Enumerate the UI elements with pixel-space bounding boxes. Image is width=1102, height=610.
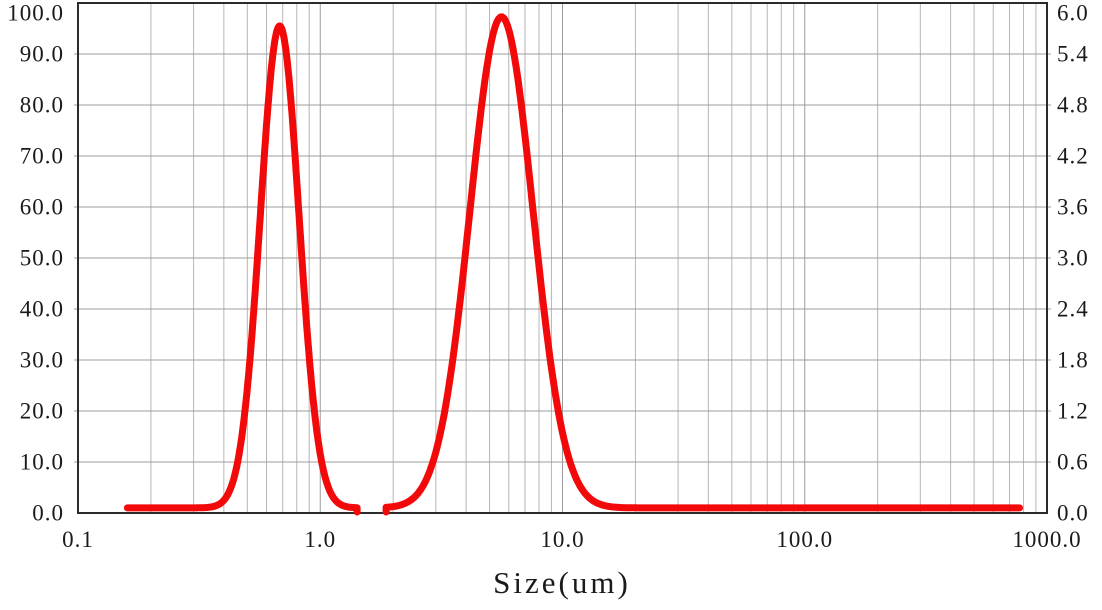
- y-left-tick-label: 80.0: [19, 92, 64, 118]
- x-tick-label: 10.0: [540, 527, 585, 552]
- y-left-tick-label: 30.0: [19, 347, 64, 373]
- x-tick-label: 100.0: [776, 527, 834, 552]
- plot-frame: [77, 2, 1048, 514]
- x-axis-title: Size(um): [493, 565, 631, 600]
- y-right-tick-label: 3.0: [1057, 245, 1089, 271]
- y-left-tick-label: 60.0: [19, 194, 64, 220]
- y-left-tick-label: 40.0: [19, 296, 64, 322]
- y-right-tick-label: 2.4: [1057, 296, 1089, 322]
- y-right-tick-label: 1.8: [1057, 347, 1089, 373]
- distribution-curve: [123, 13, 1023, 516]
- y-right-tick-label: 4.2: [1057, 143, 1089, 169]
- x-tick-label: 1000.0: [1012, 527, 1082, 552]
- y-left-tick-label: 20.0: [19, 398, 64, 424]
- x-tick-label: 0.1: [62, 527, 94, 552]
- y-right-tick-label: 4.8: [1057, 92, 1089, 118]
- y-left-tick-label: 70.0: [19, 143, 64, 169]
- x-tick-label: 1.0: [304, 527, 337, 552]
- y-left-tick-label: 100.0: [7, 0, 64, 26]
- y-right-tick-label: 6.0: [1057, 0, 1089, 26]
- y-right-tick-label: 5.4: [1057, 41, 1089, 67]
- y-right-tick-label: 0.0: [1057, 500, 1089, 526]
- y-left-tick-label: 10.0: [19, 449, 64, 475]
- y-right-tick-label: 3.6: [1057, 194, 1089, 220]
- y-left-tick-label: 0.0: [32, 500, 64, 526]
- y-right-tick-label: 1.2: [1057, 398, 1089, 424]
- y-right-tick-label: 0.6: [1057, 449, 1089, 475]
- y-left-tick-label: 90.0: [19, 41, 64, 67]
- y-left-tick-label: 50.0: [19, 245, 64, 271]
